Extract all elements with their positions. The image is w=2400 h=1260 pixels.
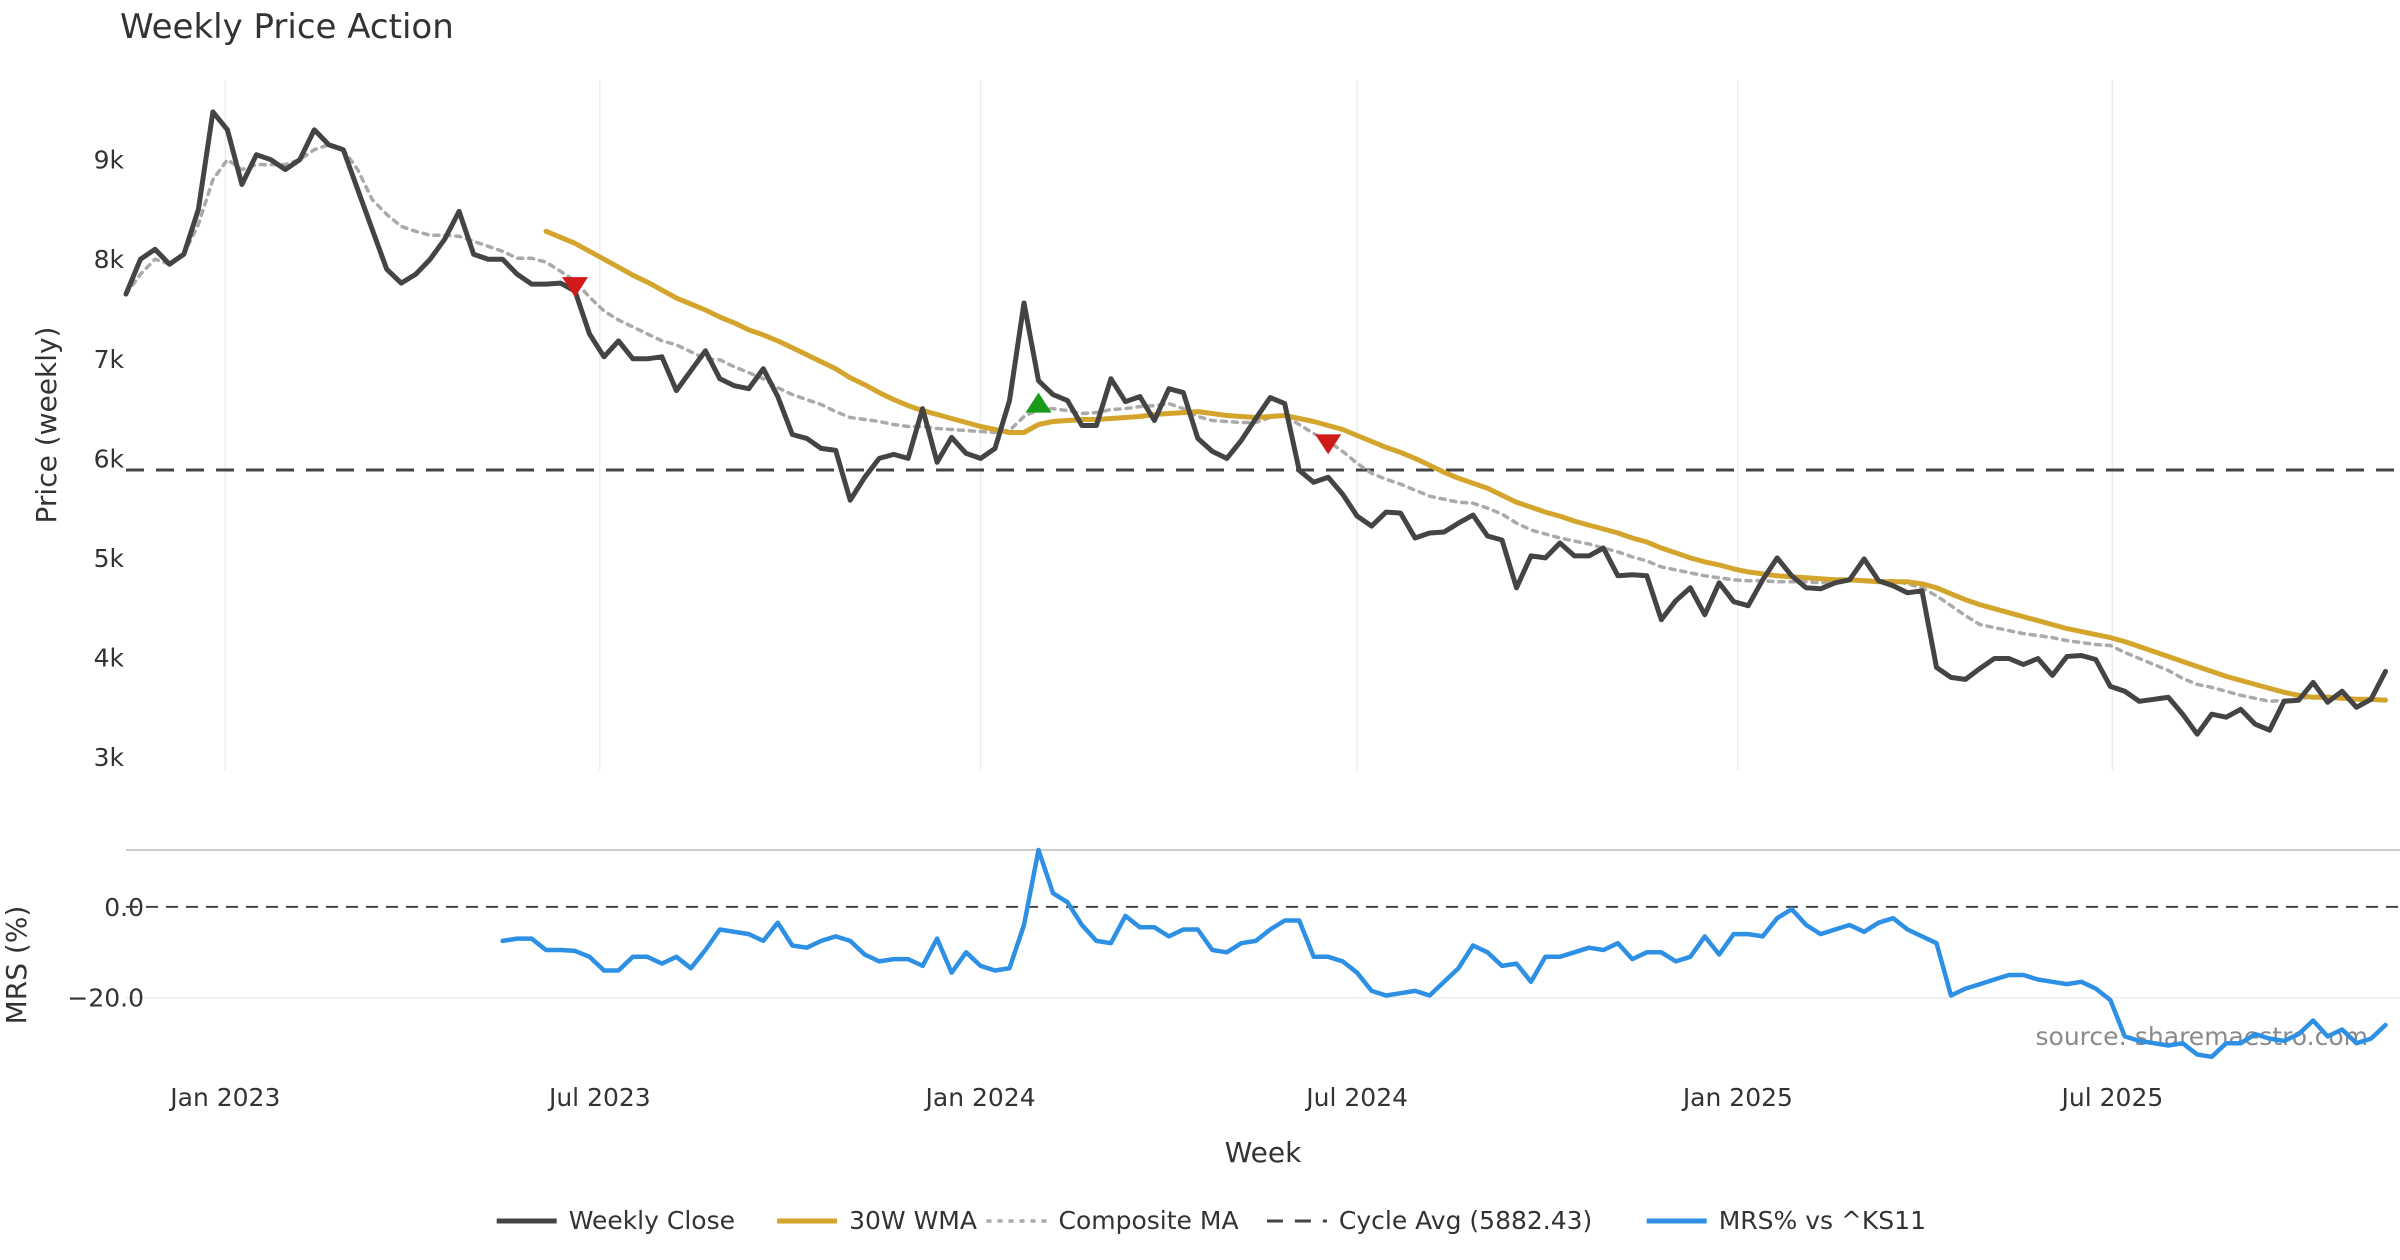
legend-label: MRS% vs ^KS11 (1719, 1206, 1926, 1235)
legend-label: Composite MA (1059, 1206, 1239, 1235)
x-tick-label: Jan 2024 (924, 1083, 1036, 1112)
price-y-tick-label: 8k (94, 245, 125, 274)
price-axis-label: Price (weekly) (30, 327, 63, 524)
x-tick-label: Jan 2023 (168, 1083, 280, 1112)
price-y-tick-label: 3k (94, 743, 125, 772)
price-y-tick-label: 4k (94, 643, 125, 672)
series-mrs-vs-ks11 (500, 847, 2388, 1060)
x-tick-label: Jul 2023 (547, 1083, 651, 1112)
x-tick-label: Jul 2025 (2060, 1083, 2164, 1112)
price-y-tick-label: 9k (94, 146, 125, 175)
legend-label: 30W WMA (849, 1206, 977, 1235)
series-weekly-close (123, 109, 2388, 737)
series-layer (123, 109, 2400, 1060)
series-30w-wma (543, 228, 2388, 703)
price-y-tick-label: 7k (94, 345, 125, 374)
legend: Weekly Close 30W WMA Composite MA Cycle Avg… (496, 1206, 1926, 1235)
mrs-y-tick-label: 0.0 (104, 893, 144, 922)
source-annotation: source: sharemaestro.com (2036, 1022, 2369, 1051)
price-y-tick-label: 6k (94, 444, 125, 473)
grid-layer (126, 80, 2400, 999)
price-y-tick-label: 5k (94, 544, 125, 573)
x-tick-label: Jan 2025 (1681, 1083, 1793, 1112)
tick-label-layer: Jan 2023 Jul 2023 Jan 2024 Jul 2024 Jan 2025… (67, 146, 2163, 1112)
x-tick-label: Jul 2024 (1304, 1083, 1408, 1112)
sell-signal-marker (562, 277, 589, 298)
chart-title: Weekly Price Action (120, 7, 454, 47)
sell-signal-marker (1315, 434, 1342, 455)
x-axis-label: Week (1225, 1136, 1302, 1169)
mrs-axis-label: MRS (%) (0, 906, 33, 1025)
buy-signal-marker (1025, 392, 1052, 413)
mrs-y-tick-label: −20.0 (67, 984, 144, 1013)
legend-label: Weekly Close (569, 1206, 735, 1235)
legend-label: Cycle Avg (5882.43) (1339, 1206, 1592, 1235)
signal-marker-layer (562, 277, 1342, 455)
